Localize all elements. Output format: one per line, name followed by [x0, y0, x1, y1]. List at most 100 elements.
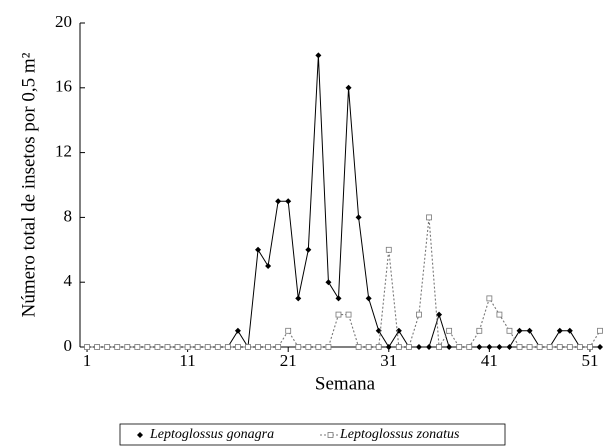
y-tick-label: 16 — [55, 77, 72, 96]
point — [385, 246, 392, 253]
point — [476, 344, 483, 350]
point — [295, 344, 302, 350]
point — [275, 198, 282, 205]
x-tick-label: 51 — [581, 351, 598, 370]
point — [385, 344, 392, 350]
point — [94, 344, 100, 350]
point — [255, 246, 262, 253]
point — [245, 344, 251, 350]
point — [124, 344, 131, 350]
x-tick-label: 31 — [380, 351, 397, 370]
x-tick-label: 41 — [481, 351, 498, 370]
point — [526, 344, 533, 350]
series-line — [87, 55, 600, 349]
point — [466, 344, 473, 350]
y-tick-label: 20 — [55, 12, 72, 31]
point — [415, 344, 422, 350]
point — [144, 344, 151, 350]
legend-label: Leptoglossus gonagra — [149, 427, 274, 442]
y-tick-label: 4 — [64, 271, 73, 290]
point — [355, 344, 362, 350]
point — [486, 295, 493, 302]
point — [345, 311, 352, 318]
point — [174, 344, 181, 350]
point — [295, 295, 302, 302]
point — [275, 344, 282, 350]
point — [597, 344, 603, 350]
point — [345, 84, 352, 91]
point — [84, 344, 90, 350]
legend-marker — [137, 432, 143, 438]
point — [375, 344, 382, 350]
point — [405, 344, 412, 350]
y-tick-label: 12 — [55, 142, 72, 161]
point — [325, 279, 332, 286]
legend-marker — [327, 432, 334, 438]
point — [597, 327, 603, 334]
point — [335, 295, 342, 302]
point — [265, 263, 272, 269]
point — [426, 344, 433, 350]
point — [104, 344, 111, 350]
point — [134, 344, 141, 350]
point — [576, 344, 583, 350]
point — [315, 52, 322, 59]
point — [305, 344, 312, 350]
point — [446, 344, 453, 350]
point — [446, 327, 453, 334]
point — [204, 344, 211, 350]
y-axis-label: Número total de insetos por 0,5 m² — [18, 52, 39, 317]
point — [496, 344, 503, 350]
point — [235, 344, 241, 350]
y-tick-label: 8 — [64, 206, 73, 225]
point — [556, 327, 563, 334]
point — [416, 311, 422, 318]
point — [285, 327, 292, 334]
point — [114, 344, 121, 350]
point — [476, 327, 483, 334]
legend-label: Leptoglossus zonatus — [339, 427, 460, 442]
x-tick-label: 21 — [280, 351, 297, 370]
point — [566, 344, 573, 350]
point — [365, 344, 372, 350]
point — [325, 344, 332, 350]
point — [255, 344, 261, 350]
point — [546, 344, 553, 350]
point — [184, 344, 191, 350]
series-line — [87, 217, 601, 349]
point — [265, 344, 271, 350]
point — [506, 327, 513, 334]
point — [395, 327, 402, 334]
point — [587, 344, 593, 350]
point — [556, 344, 563, 350]
x-axis-label: Semana — [315, 373, 376, 394]
legend: Leptoglossus gonagra Leptoglossus zonatus — [137, 427, 460, 442]
point — [395, 344, 402, 350]
point — [315, 344, 322, 350]
point — [566, 327, 573, 334]
point — [486, 344, 493, 350]
point — [526, 327, 533, 334]
point — [355, 214, 362, 221]
point — [516, 344, 523, 350]
point — [496, 311, 503, 318]
point — [426, 214, 432, 221]
point — [335, 311, 342, 318]
legend-box — [119, 423, 506, 446]
x-tick-label: 11 — [179, 351, 195, 370]
point — [436, 344, 442, 350]
point — [365, 295, 372, 302]
point — [506, 344, 513, 350]
point — [164, 344, 171, 350]
point — [436, 311, 443, 318]
point — [154, 344, 161, 350]
point — [214, 344, 221, 350]
point — [194, 344, 201, 350]
point — [536, 344, 543, 350]
point — [234, 327, 241, 334]
point — [456, 344, 463, 350]
y-tick-label: 0 — [64, 336, 73, 355]
point — [224, 344, 231, 350]
x-tick-label: 1 — [83, 351, 92, 370]
